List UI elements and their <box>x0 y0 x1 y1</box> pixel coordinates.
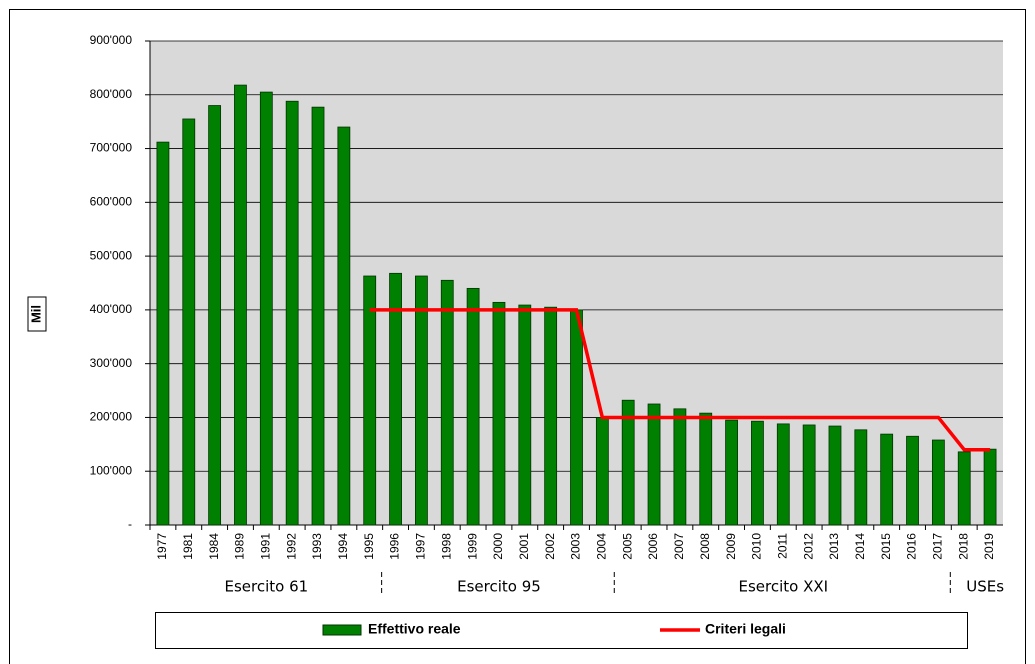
bar <box>337 126 351 526</box>
x-tick-label: 1993 <box>310 533 324 560</box>
y-tick-label: 900'000 <box>90 33 133 47</box>
x-tick-label: 1977 <box>155 533 169 560</box>
x-tick-label: 2004 <box>595 533 609 560</box>
y-label-box <box>27 296 47 332</box>
x-tick-label: 1996 <box>388 533 402 560</box>
bar <box>570 309 583 526</box>
bar <box>156 141 170 526</box>
x-tick-label: 2015 <box>879 533 893 560</box>
x-tick-label: 1994 <box>336 533 350 560</box>
x-tick-label: 1989 <box>233 533 247 560</box>
x-tick-label: 2002 <box>543 533 557 560</box>
bar <box>957 451 971 526</box>
y-tick-label: - <box>128 517 132 531</box>
x-tick-label: 2006 <box>646 533 660 560</box>
bar <box>492 301 506 526</box>
x-tick-label: 1998 <box>439 533 453 560</box>
x-tick-label: 2012 <box>801 533 815 560</box>
x-tick-label: 1997 <box>414 533 428 560</box>
x-tick-label: 2008 <box>698 533 712 560</box>
bar <box>544 306 558 526</box>
y-tick-label: 600'000 <box>90 195 133 209</box>
y-axis-label: Mil <box>28 305 43 323</box>
bar <box>415 275 428 526</box>
x-tick-label: 2017 <box>931 533 945 560</box>
x-tick-label: 1984 <box>207 533 221 560</box>
x-tick-label: 2010 <box>750 533 764 560</box>
y-tick-label: 800'000 <box>90 87 133 101</box>
line <box>369 308 991 452</box>
bar <box>751 420 764 526</box>
bar <box>595 417 609 526</box>
legend-swatch <box>322 624 362 636</box>
bar <box>647 403 661 526</box>
x-tick-label: 2014 <box>853 533 867 560</box>
x-tick-label: 1995 <box>362 533 376 560</box>
bar <box>440 279 454 526</box>
x-tick-label: 2001 <box>517 533 531 560</box>
legend <box>155 612 968 649</box>
bar <box>983 448 997 526</box>
bar <box>621 399 635 526</box>
x-tick-label: 2007 <box>672 533 686 560</box>
x-tick-label: 2003 <box>569 533 583 560</box>
x-tick-label: 2000 <box>491 533 505 560</box>
bar <box>828 425 842 526</box>
x-tick-label: 2018 <box>956 533 970 560</box>
x-tick-label: 1992 <box>284 533 298 560</box>
bar <box>725 419 738 526</box>
x-tick-label: 2011 <box>775 533 789 559</box>
bar <box>802 424 816 526</box>
bar <box>699 412 713 526</box>
x-tick-label: 2009 <box>724 533 738 560</box>
x-tick-label: 1981 <box>181 533 195 560</box>
group-label: Esercito XXI <box>738 578 828 596</box>
bar <box>673 408 687 526</box>
x-tick-label: 2019 <box>982 533 996 560</box>
group-label: USEs <box>966 578 1004 596</box>
bar <box>776 423 790 526</box>
y-tick-label: 300'000 <box>90 356 133 370</box>
bar <box>880 433 894 526</box>
bar <box>854 429 868 526</box>
x-tick-label: 2013 <box>827 533 841 560</box>
x-tick-label: 1999 <box>465 533 479 560</box>
group-label: Esercito 95 <box>457 578 541 596</box>
bar <box>182 118 196 526</box>
x-tick-label: 2005 <box>620 533 634 560</box>
x-tick-label: 2016 <box>905 533 919 560</box>
bar <box>518 304 532 526</box>
bar <box>931 439 945 526</box>
bar <box>389 272 402 526</box>
bar <box>285 100 299 526</box>
y-tick-label: 700'000 <box>90 141 133 155</box>
bar <box>208 105 222 526</box>
y-tick-label: 200'000 <box>90 410 133 424</box>
bar <box>363 275 377 526</box>
y-tick-label: 100'000 <box>90 463 133 477</box>
bar <box>906 435 919 526</box>
bar <box>234 84 247 526</box>
y-tick-label: 500'000 <box>90 248 133 262</box>
group-label: Esercito 61 <box>224 578 308 596</box>
bar <box>466 287 480 526</box>
legend-label: Criteri legali <box>705 621 786 637</box>
bar <box>311 106 325 526</box>
bar <box>259 91 273 526</box>
x-tick-label: 1991 <box>258 533 272 560</box>
legend-label: Effettivo reale <box>368 621 461 637</box>
y-tick-label: 400'000 <box>90 302 133 316</box>
